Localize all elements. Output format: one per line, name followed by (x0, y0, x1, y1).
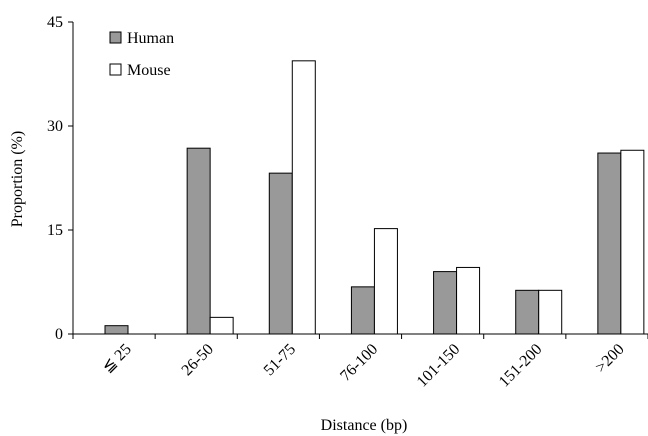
bar-human-5 (515, 289, 540, 335)
x-tick-label: 51-75 (261, 341, 299, 379)
bar-human-0 (104, 325, 129, 335)
legend-swatch-mouse (109, 63, 122, 76)
legend-label-mouse: Mouse (127, 62, 171, 79)
y-tick-label: 0 (55, 326, 63, 343)
bar-mouse-6 (620, 149, 645, 335)
legend-swatch-human (109, 31, 122, 44)
bar-mouse-2 (291, 60, 316, 335)
bar-human-6 (597, 152, 622, 335)
y-tick-label: 15 (47, 222, 63, 239)
bar-mouse-3 (373, 228, 398, 335)
y-axis-title: Proportion (%) (9, 131, 26, 227)
y-tick-label: 30 (47, 118, 63, 135)
bar-mouse-1 (209, 316, 234, 335)
x-tick-label: 151-200 (496, 341, 546, 391)
bar-mouse-4 (456, 266, 481, 335)
x-axis-title: Distance (bp) (321, 417, 408, 434)
x-tick-label: 26-50 (179, 341, 217, 379)
x-tick-label: ≦ 25 (99, 341, 135, 377)
plot-area: 0 15 30 45 ≦ 25 26-50 51-75 76-100 101-150 151-20… (47, 14, 648, 391)
bar-human-3 (350, 286, 375, 335)
bar-human-4 (433, 271, 458, 335)
x-tick-label: >200 (592, 341, 627, 376)
legend-label-human: Human (127, 30, 174, 47)
x-tick-label: 101-150 (414, 341, 464, 391)
bar-mouse-5 (538, 289, 563, 335)
y-tick-label: 45 (47, 14, 63, 31)
bar-human-1 (186, 147, 211, 335)
bar-human-2 (268, 172, 293, 335)
x-tick-label: 76-100 (337, 341, 381, 385)
